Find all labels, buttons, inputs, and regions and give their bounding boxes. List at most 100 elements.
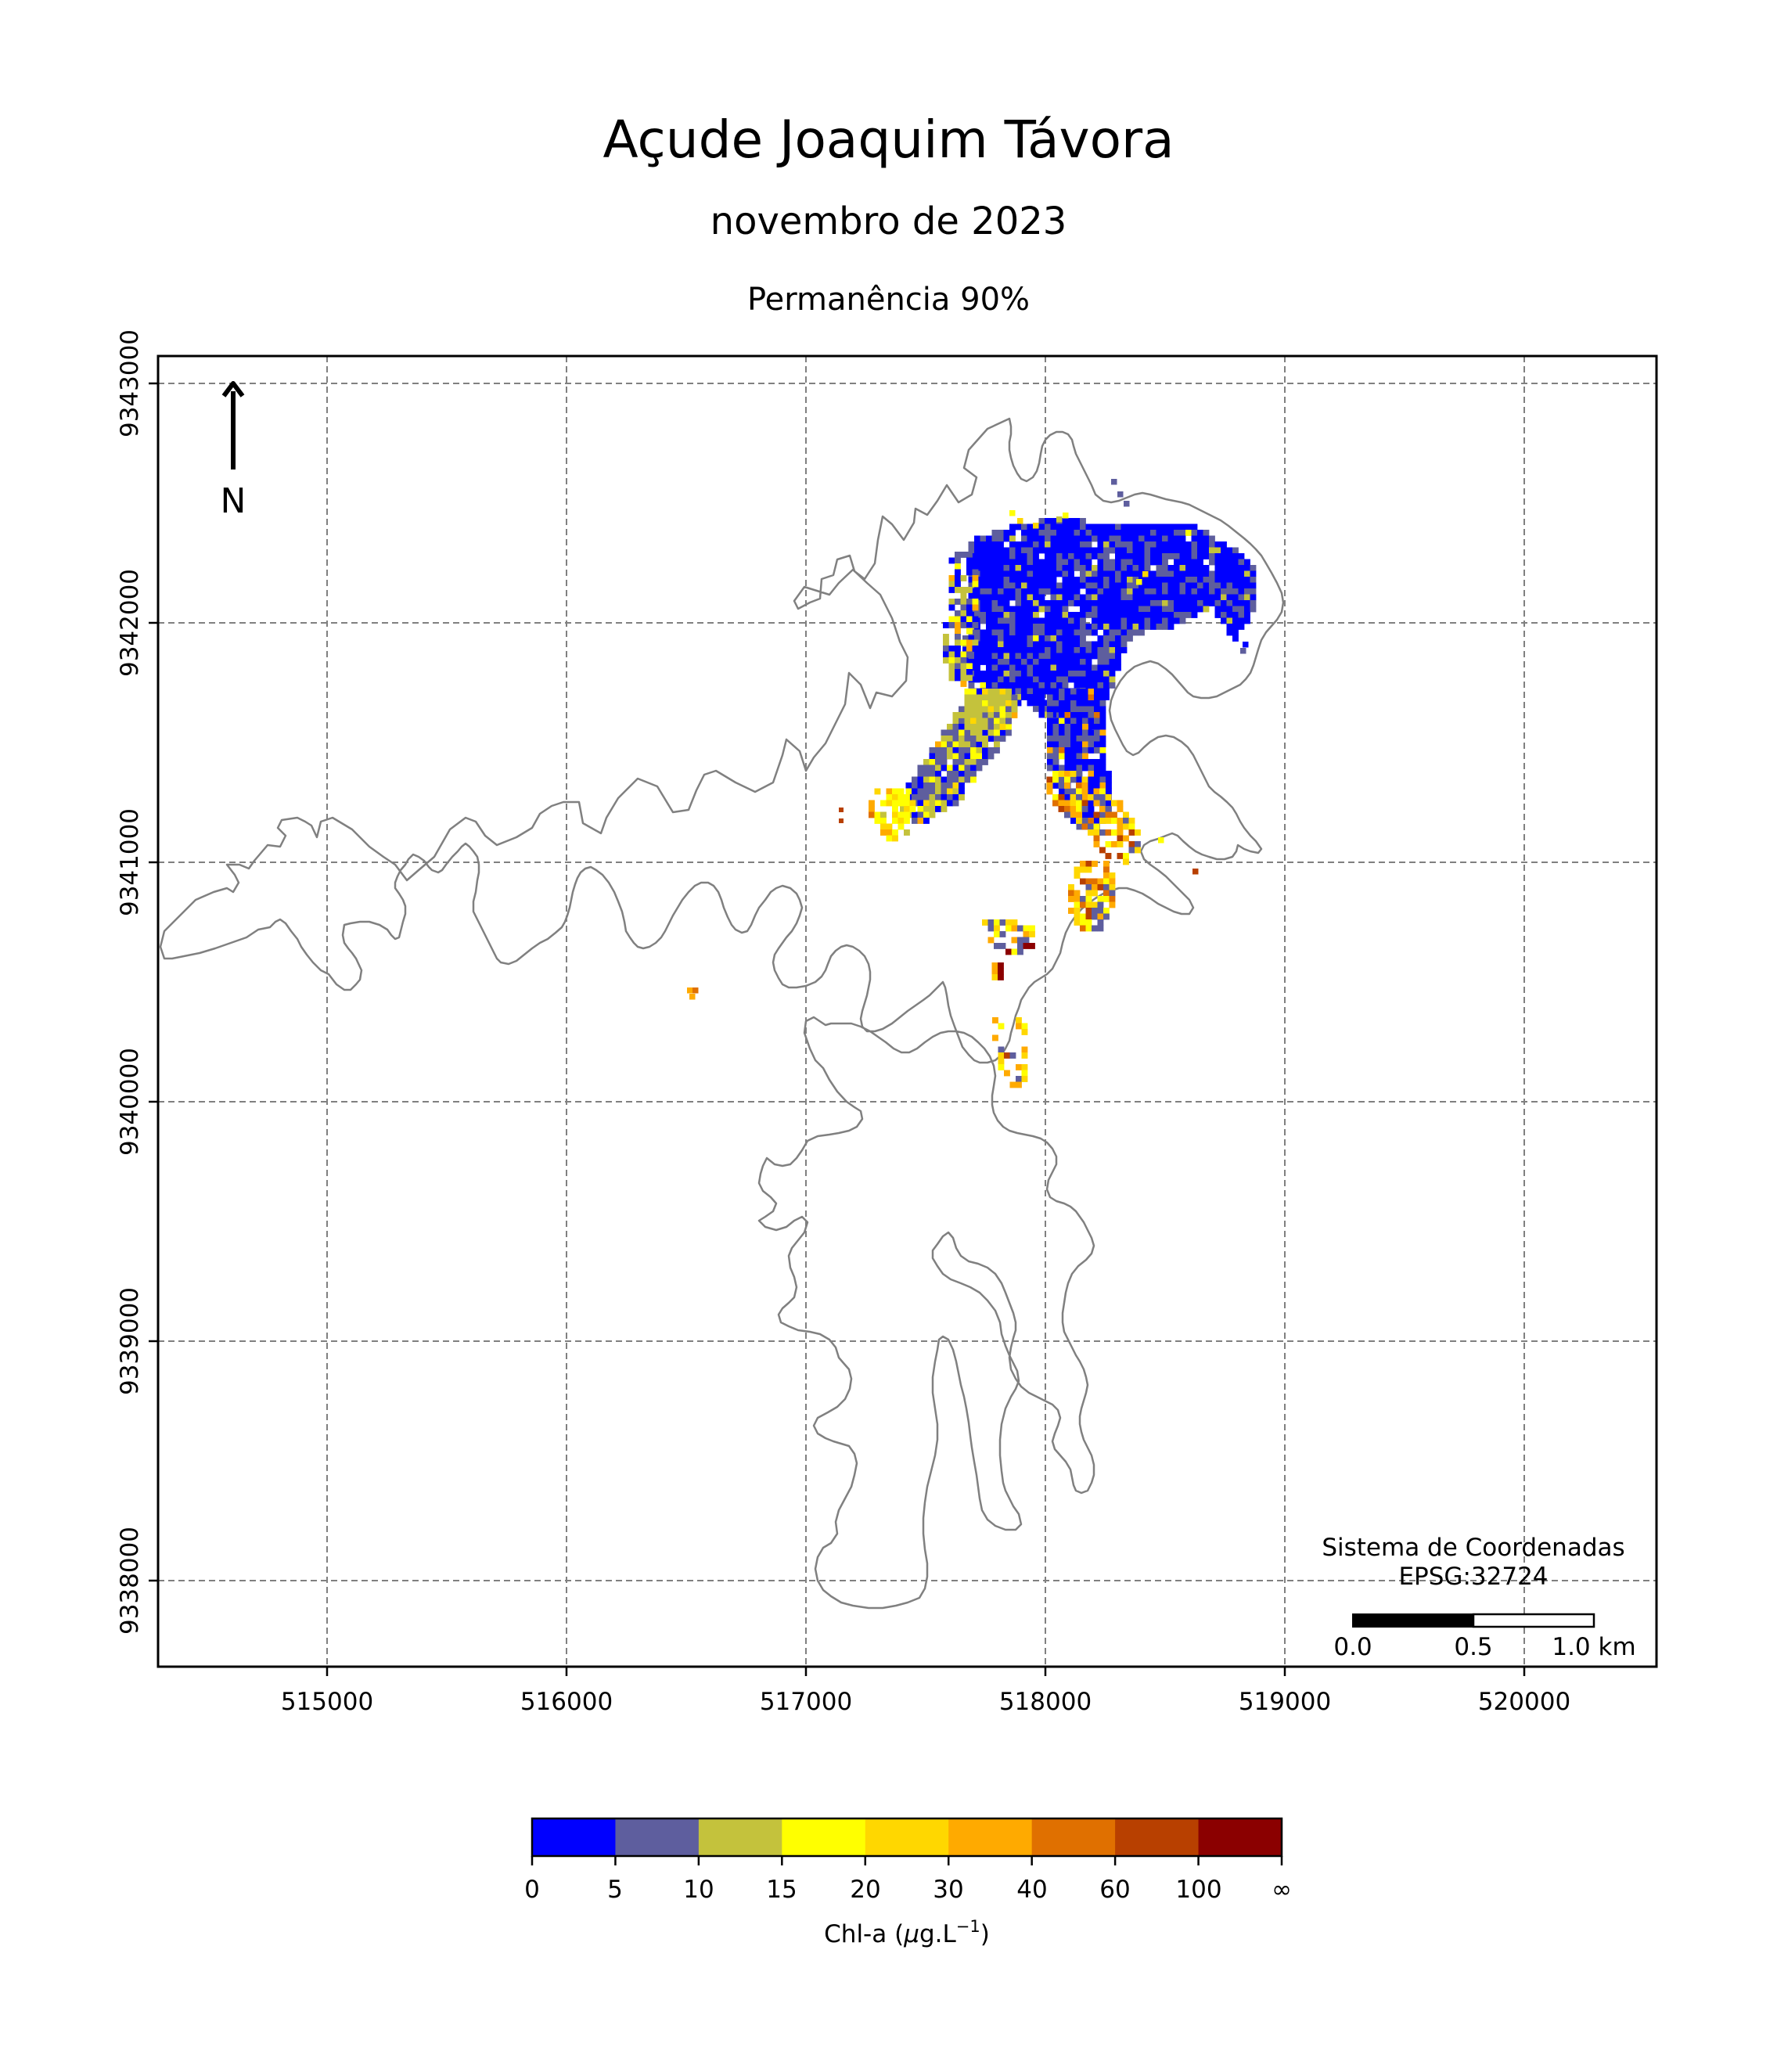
raster-pixel — [987, 724, 995, 730]
raster-pixel — [959, 718, 965, 725]
raster-pixel — [1162, 541, 1168, 548]
raster-pixel — [1033, 706, 1039, 712]
raster-pixel — [1144, 553, 1151, 559]
raster-pixel — [1103, 588, 1110, 595]
raster-pixel — [1244, 617, 1250, 624]
raster-pixel — [994, 943, 1000, 949]
raster-pixel — [1003, 664, 1010, 671]
raster-pixel — [999, 694, 1006, 701]
raster-pixel — [1062, 629, 1069, 636]
colorbar-ticks — [531, 1856, 1283, 1865]
raster-pixel — [1150, 600, 1156, 606]
raster-pixel — [1144, 565, 1151, 571]
raster-pixel — [1029, 943, 1035, 949]
raster-pixel — [1064, 729, 1071, 736]
raster-pixel — [1174, 617, 1180, 624]
raster-pixel — [1097, 635, 1104, 642]
raster-pixel — [1027, 594, 1034, 601]
raster-pixel — [943, 639, 949, 646]
raster-pixel — [1009, 570, 1016, 577]
raster-pixel — [1109, 530, 1116, 536]
crs-code: EPSG:32724 — [1398, 1563, 1548, 1591]
raster-pixel — [1174, 600, 1180, 606]
raster-pixel — [1109, 559, 1116, 566]
raster-pixel — [1023, 937, 1030, 944]
raster-pixel — [1056, 671, 1063, 677]
raster-pixel — [976, 689, 983, 695]
raster-pixel — [1074, 647, 1081, 653]
raster-pixel — [1080, 925, 1086, 932]
raster-pixel — [1092, 908, 1098, 914]
raster-pixel — [1009, 530, 1016, 536]
raster-pixel — [1191, 547, 1198, 554]
raster-pixel — [976, 706, 983, 713]
raster-pixel — [1093, 800, 1100, 807]
raster-pixel — [1015, 559, 1022, 566]
raster-pixel — [1064, 794, 1071, 800]
raster-pixel — [917, 776, 924, 783]
y-tick-label: 9338000 — [116, 1527, 144, 1635]
raster-pixel — [991, 612, 998, 618]
raster-pixel — [1059, 700, 1065, 707]
raster-pixel — [1097, 624, 1104, 630]
raster-pixel — [1029, 931, 1035, 937]
raster-pixel — [982, 759, 988, 765]
raster-pixel — [1088, 806, 1095, 812]
raster-pixel — [1209, 547, 1215, 554]
raster-pixel — [1132, 523, 1139, 531]
raster-pixel — [874, 811, 881, 818]
raster-pixel — [999, 729, 1006, 736]
raster-pixel — [1076, 794, 1082, 800]
raster-pixel — [1226, 617, 1233, 624]
raster-pixel — [1038, 530, 1045, 536]
raster-pixel — [1038, 535, 1045, 542]
raster-pixel — [904, 818, 910, 824]
raster-pixel — [955, 610, 961, 617]
raster-pixel — [1076, 736, 1083, 742]
raster-pixel — [1109, 617, 1116, 624]
raster-pixel — [1011, 700, 1018, 707]
raster-pixel — [1080, 565, 1086, 571]
raster-pixel — [689, 994, 696, 1000]
raster-pixel — [892, 788, 898, 795]
raster-pixel — [1052, 800, 1059, 807]
raster-pixel — [1027, 582, 1034, 589]
raster-pixel — [1056, 641, 1063, 648]
raster-pixel — [1085, 866, 1092, 873]
x-tick-label: 518000 — [999, 1688, 1092, 1716]
raster-pixel — [974, 629, 980, 636]
raster-pixel — [1099, 811, 1106, 818]
raster-pixel — [1209, 541, 1215, 548]
raster-pixel — [1080, 541, 1086, 548]
raster-pixel — [994, 919, 1000, 926]
raster-pixel — [1033, 559, 1039, 566]
raster-pixel — [998, 582, 1004, 589]
raster-pixel — [1092, 925, 1098, 932]
raster-pixel — [1097, 641, 1104, 648]
raster-pixel — [948, 674, 955, 682]
raster-pixel — [1238, 594, 1245, 601]
raster-pixel — [1179, 523, 1186, 531]
raster-pixel — [980, 635, 987, 642]
raster-pixel — [991, 974, 998, 980]
raster-pixel — [1076, 700, 1083, 707]
raster-pixel — [1117, 800, 1124, 807]
raster-pixel — [998, 1052, 1005, 1059]
raster-pixel — [897, 794, 905, 800]
raster-pixel — [1097, 919, 1104, 926]
raster-pixel — [982, 700, 988, 707]
raster-pixel — [1109, 541, 1116, 548]
raster-pixel — [948, 587, 955, 593]
raster-pixel — [1027, 565, 1034, 571]
raster-pixel — [1080, 518, 1086, 524]
raster-pixel — [1062, 582, 1069, 589]
x-tick-label: 520000 — [1478, 1688, 1570, 1716]
raster-pixel — [1092, 588, 1098, 595]
raster-pixel — [1232, 594, 1239, 601]
raster-pixel — [1191, 565, 1198, 571]
raster-pixel — [1103, 606, 1110, 613]
raster-pixel — [1250, 606, 1257, 613]
raster-pixel — [1232, 612, 1239, 618]
raster-pixel — [986, 600, 992, 606]
raster-pixel — [1174, 577, 1180, 583]
